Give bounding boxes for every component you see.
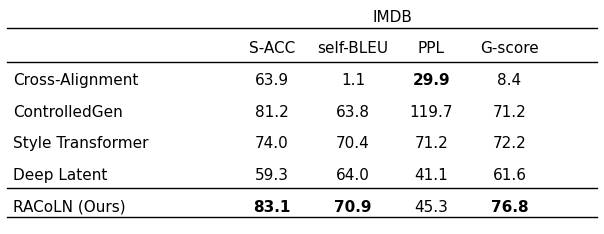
Text: 59.3: 59.3 bbox=[255, 168, 289, 183]
Text: Cross-Alignment: Cross-Alignment bbox=[13, 73, 139, 88]
Text: 29.9: 29.9 bbox=[413, 73, 450, 88]
Text: 81.2: 81.2 bbox=[255, 105, 289, 120]
Text: self-BLEU: self-BLEU bbox=[318, 41, 388, 56]
Text: PPL: PPL bbox=[418, 41, 445, 56]
Text: ControlledGen: ControlledGen bbox=[13, 105, 123, 120]
Text: 74.0: 74.0 bbox=[255, 136, 289, 151]
Text: 63.9: 63.9 bbox=[255, 73, 289, 88]
Text: 1.1: 1.1 bbox=[341, 73, 365, 88]
Text: 76.8: 76.8 bbox=[490, 200, 528, 215]
Text: 71.2: 71.2 bbox=[414, 136, 448, 151]
Text: 71.2: 71.2 bbox=[492, 105, 526, 120]
Text: 8.4: 8.4 bbox=[497, 73, 521, 88]
Text: 70.4: 70.4 bbox=[336, 136, 370, 151]
Text: 45.3: 45.3 bbox=[414, 200, 448, 215]
Text: Deep Latent: Deep Latent bbox=[13, 168, 108, 183]
Text: IMDB: IMDB bbox=[372, 10, 412, 25]
Text: 64.0: 64.0 bbox=[336, 168, 370, 183]
Text: 63.8: 63.8 bbox=[336, 105, 370, 120]
Text: 119.7: 119.7 bbox=[410, 105, 453, 120]
Text: Style Transformer: Style Transformer bbox=[13, 136, 149, 151]
Text: RACoLN (Ours): RACoLN (Ours) bbox=[13, 200, 126, 215]
Text: 70.9: 70.9 bbox=[335, 200, 372, 215]
Text: S-ACC: S-ACC bbox=[249, 41, 295, 56]
Text: 83.1: 83.1 bbox=[253, 200, 291, 215]
Text: 61.6: 61.6 bbox=[492, 168, 527, 183]
Text: 72.2: 72.2 bbox=[492, 136, 526, 151]
Text: 41.1: 41.1 bbox=[414, 168, 448, 183]
Text: G-score: G-score bbox=[480, 41, 539, 56]
